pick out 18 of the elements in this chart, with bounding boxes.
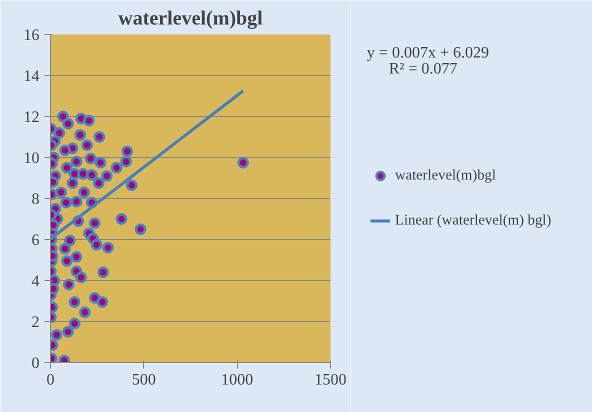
text: y = 0.007x + 6.029 [366,44,489,62]
y-tick-label: 8 [32,191,40,208]
y-tick-label: 16 [24,27,40,44]
legend-label: Linear (waterlevel(m) bgl) [395,212,552,229]
x-tick-label: 0 [46,372,54,388]
y-tick-label: 14 [24,68,40,85]
legend-label: waterlevel(m)bgl [395,167,496,184]
y-tick-label: 4 [32,273,40,290]
text: R² = 0.077 [388,60,458,78]
x-tick-label: 500 [132,372,156,388]
chart-title: waterlevel(m)bgl [118,8,264,30]
y-tick-label: 12 [24,109,40,126]
x-tick-label: 1000 [221,372,254,388]
y-tick-label: 2 [32,314,40,331]
y-tick-label: 0 [32,355,40,372]
y-tick-label: 10 [24,150,40,167]
y-tick-label: 6 [32,232,40,249]
x-tick-label: 1500 [314,372,346,388]
